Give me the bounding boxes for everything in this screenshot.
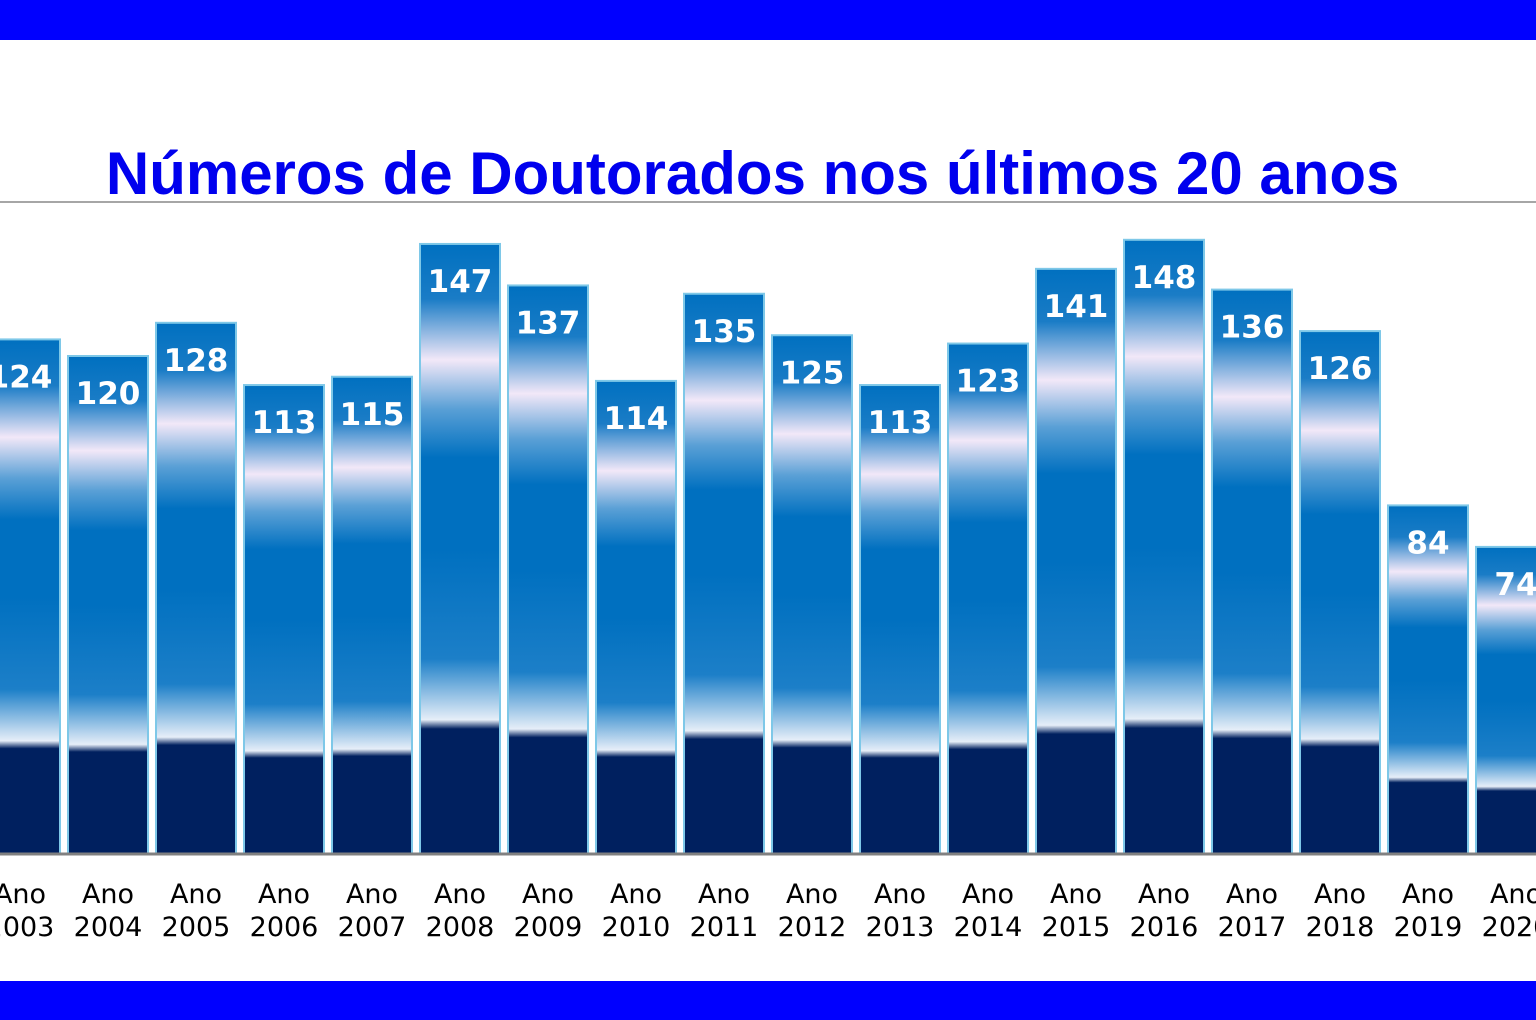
- tick-label-year: 2019: [1394, 912, 1463, 943]
- x-tick-label: Ano 2017: [1218, 879, 1287, 943]
- tick-label-prefix: Ano: [434, 879, 486, 910]
- tick-label-year: 2015: [1042, 912, 1111, 943]
- x-tick-label: Ano 2013: [866, 879, 935, 943]
- bar-value-label: 123: [956, 364, 1021, 400]
- x-tick-label: Ano 2009: [514, 879, 583, 943]
- bar-2018: [1299, 330, 1381, 856]
- tick-label-year: 2007: [338, 912, 407, 943]
- bar-chart: 124 120 128 113 115 147 137 114 135 125 113 123 141 1…: [0, 201, 1536, 943]
- tick-label-prefix: Ano: [1314, 879, 1366, 910]
- bar-2003: [0, 338, 61, 855]
- tick-label-prefix: Ano: [698, 879, 750, 910]
- tick-label-prefix: Ano: [874, 879, 926, 910]
- bars-layer: 124 120 128 113 115 147 137 114 135 125 113 123 141 1…: [0, 238, 1536, 856]
- bar-value-label: 113: [252, 405, 317, 441]
- tick-label-prefix: Ano: [1402, 879, 1454, 910]
- x-tick-label: Ano2003: [0, 879, 54, 943]
- bar-value-label: 114: [604, 401, 669, 437]
- tick-label-year: 2018: [1306, 912, 1375, 943]
- chart-title: Números de Doutorados nos últimos 20 ano…: [105, 140, 1400, 207]
- bar-2009: [507, 284, 589, 855]
- bar-value-label: 137: [516, 305, 581, 341]
- x-tick-label: Ano 2008: [426, 879, 495, 943]
- tick-label-year: 2012: [778, 912, 847, 943]
- bar-2010: [595, 379, 677, 855]
- bar-2017: [1211, 288, 1293, 856]
- x-tick-label: Ano 2014: [954, 879, 1023, 943]
- bar-2020: [1475, 545, 1536, 855]
- bar-value-label: 125: [780, 355, 845, 391]
- tick-label-year: 2020: [1482, 912, 1536, 943]
- tick-label-prefix: Ano: [346, 879, 398, 910]
- bar-value-label: 74: [1494, 567, 1536, 603]
- tick-label-prefix: Ano: [1050, 879, 1102, 910]
- x-tick-label: Ano 2006: [250, 879, 319, 943]
- bar-value-label: 124: [0, 359, 52, 395]
- bar-2008: [419, 242, 501, 855]
- bar-2006: [243, 384, 325, 856]
- tick-label-year: 2003: [0, 912, 54, 943]
- tick-label-year: 2016: [1130, 912, 1199, 943]
- tick-label-prefix: Ano: [170, 879, 222, 910]
- bar-2014: [947, 342, 1029, 856]
- bottom-blue-band: [0, 981, 1536, 1020]
- bar-value-label: 120: [76, 376, 141, 412]
- bar-2007: [331, 375, 413, 855]
- x-tick-label: Ano 2011: [690, 879, 759, 943]
- tick-label-year: 2011: [690, 912, 759, 943]
- bar-value-label: 135: [692, 314, 757, 350]
- bar-value-label: 136: [1220, 310, 1285, 346]
- tick-label-prefix: Ano: [786, 879, 838, 910]
- bar-value-label: 115: [340, 397, 405, 433]
- tick-label-prefix: Ano: [610, 879, 662, 910]
- tick-label-prefix: Ano: [1226, 879, 1278, 910]
- tick-label-year: 2010: [602, 912, 671, 943]
- top-blue-band: [0, 0, 1536, 40]
- tick-label-prefix: Ano: [1138, 879, 1190, 910]
- bar-2019: [1387, 504, 1469, 855]
- tick-label-prefix: Ano: [82, 879, 134, 910]
- tick-label-prefix: Ano: [0, 879, 46, 910]
- bar-2012: [771, 334, 853, 855]
- x-tick-label: Ano 2010: [602, 879, 671, 943]
- bar-value-label: 126: [1308, 351, 1373, 387]
- tick-label-year: 2008: [426, 912, 495, 943]
- bar-2013: [859, 384, 941, 856]
- bar-2004: [67, 355, 149, 855]
- tick-label-year: 2005: [162, 912, 231, 943]
- x-tick-label: Ano 2007: [338, 879, 407, 943]
- x-tick-label: Ano 2019: [1394, 879, 1463, 943]
- tick-label-year: 2013: [866, 912, 935, 943]
- bar-2011: [683, 292, 765, 855]
- bar-value-label: 141: [1044, 289, 1109, 325]
- tick-label-prefix: Ano: [1490, 879, 1536, 910]
- tick-label-year: 2017: [1218, 912, 1287, 943]
- bar-value-label: 148: [1132, 260, 1197, 296]
- bar-2016: [1123, 238, 1205, 856]
- x-tick-label: Ano 2004: [74, 879, 143, 943]
- bar-2005: [155, 321, 237, 856]
- x-tick-labels: Ano2003Ano2004Ano2005Ano2006Ano2007Ano20…: [0, 879, 1536, 943]
- x-tick-label: Ano2020: [1482, 879, 1536, 943]
- bar-value-label: 147: [428, 264, 493, 300]
- x-tick-label: Ano 2016: [1130, 879, 1199, 943]
- tick-label-year: 2009: [514, 912, 583, 943]
- tick-label-prefix: Ano: [258, 879, 310, 910]
- bar-value-label: 84: [1406, 525, 1449, 561]
- bar-value-label: 113: [868, 405, 933, 441]
- tick-label-prefix: Ano: [962, 879, 1014, 910]
- x-tick-label: Ano 2018: [1306, 879, 1375, 943]
- tick-label-prefix: Ano: [522, 879, 574, 910]
- x-tick-label: Ano 2012: [778, 879, 847, 943]
- x-tick-label: Ano 2005: [162, 879, 231, 943]
- bar-2015: [1035, 267, 1117, 856]
- tick-label-year: 2004: [74, 912, 143, 943]
- tick-label-year: 2006: [250, 912, 319, 943]
- bar-value-label: 128: [164, 343, 229, 379]
- tick-label-year: 2014: [954, 912, 1023, 943]
- x-tick-label: Ano 2015: [1042, 879, 1111, 943]
